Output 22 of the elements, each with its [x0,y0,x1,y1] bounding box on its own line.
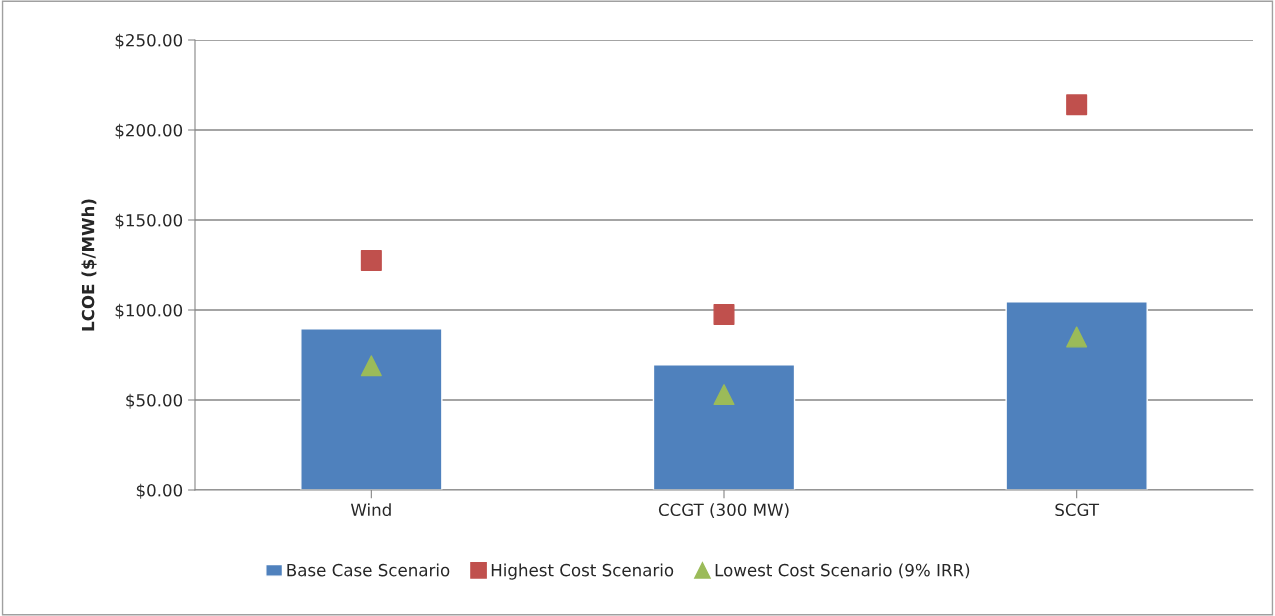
x-tick-label: CCGT (300 MW) [658,503,789,519]
point [1066,326,1088,348]
y-axis-title: LCOE ($/MWh) [81,199,97,331]
legend-label: Lowest Cost Scenario (9% IRR) [715,563,970,579]
point [360,249,382,272]
legend-label: Base Case Scenario [287,563,450,577]
x-tick-label: Wind [350,503,391,517]
bar [652,364,796,490]
bar [300,328,443,490]
y-tick-label: $100.00 [115,303,183,319]
point [713,384,735,406]
y-tick-label: $200.00 [115,123,183,139]
y-tick-label: $0.00 [136,483,183,499]
y-tick-label: $250.00 [115,33,183,49]
x-tick-label: SCGT [1055,503,1100,517]
point [713,303,735,326]
y-tick-label: $50.00 [126,393,183,409]
legend-label: Highest Cost Scenario [491,563,674,580]
point [360,355,382,377]
y-tick-label: $150.00 [115,213,183,229]
bar [1005,301,1148,490]
point [1066,94,1088,116]
